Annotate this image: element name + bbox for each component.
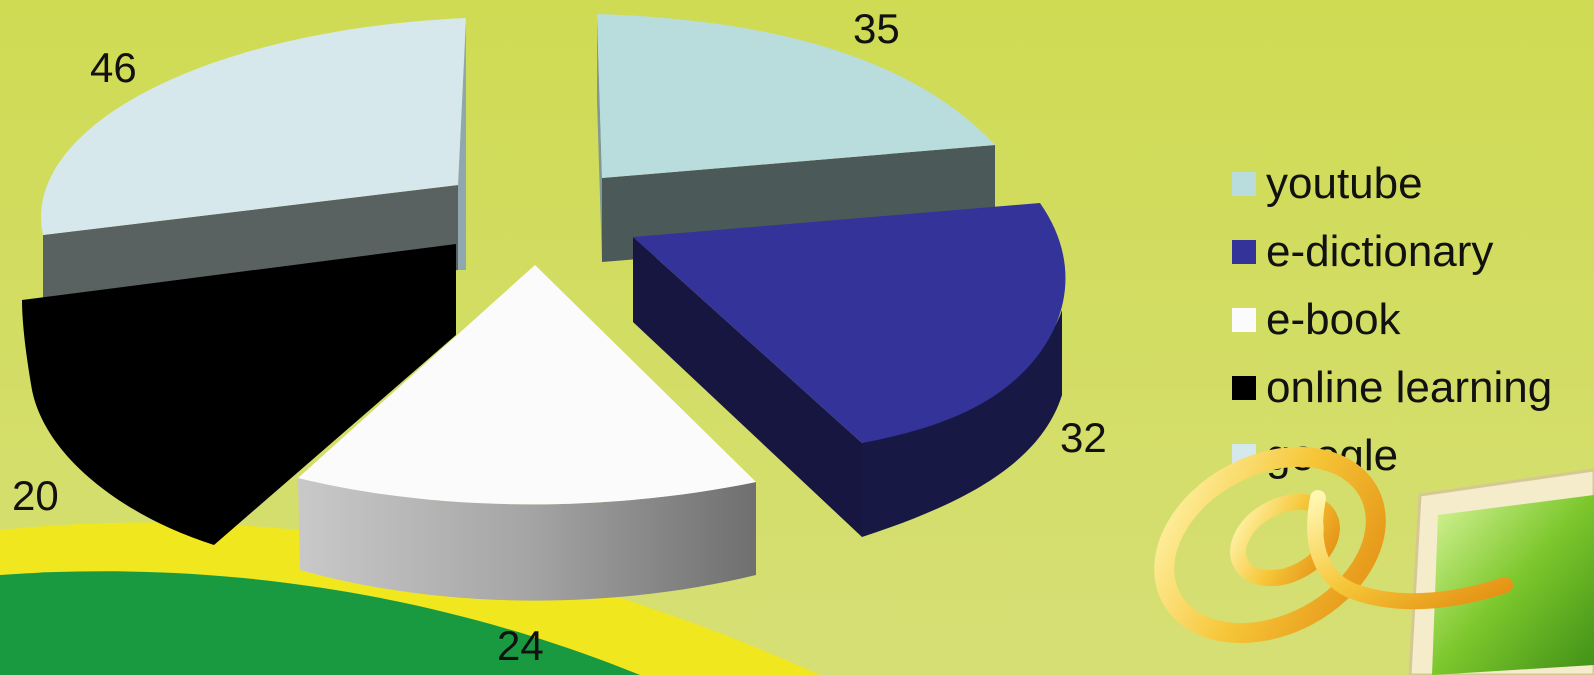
data-label-youtube: 35: [853, 5, 900, 52]
legend-label-google: google: [1266, 431, 1398, 481]
legend-label-online-learning: online learning: [1266, 363, 1552, 413]
legend-label-e-book: e-book: [1266, 295, 1401, 345]
data-label-e-book: 24: [497, 622, 544, 669]
data-label-google: 46: [90, 44, 137, 91]
chart-legend: youtube e-dictionary e-book online learn…: [1232, 150, 1552, 490]
legend-swatch-youtube: [1232, 172, 1256, 196]
legend-swatch-online-learning: [1232, 376, 1256, 400]
legend-item-youtube: youtube: [1232, 150, 1552, 218]
data-label-online-learning: 20: [12, 472, 59, 519]
legend-label-youtube: youtube: [1266, 159, 1423, 209]
data-label-e-dictionary: 32: [1060, 414, 1107, 461]
legend-item-google: google: [1232, 422, 1552, 490]
legend-item-online-learning: online learning: [1232, 354, 1552, 422]
legend-item-e-dictionary: e-dictionary: [1232, 218, 1552, 286]
legend-item-e-book: e-book: [1232, 286, 1552, 354]
legend-swatch-google: [1232, 444, 1256, 468]
legend-label-e-dictionary: e-dictionary: [1266, 227, 1493, 277]
legend-swatch-e-dictionary: [1232, 240, 1256, 264]
legend-swatch-e-book: [1232, 308, 1256, 332]
